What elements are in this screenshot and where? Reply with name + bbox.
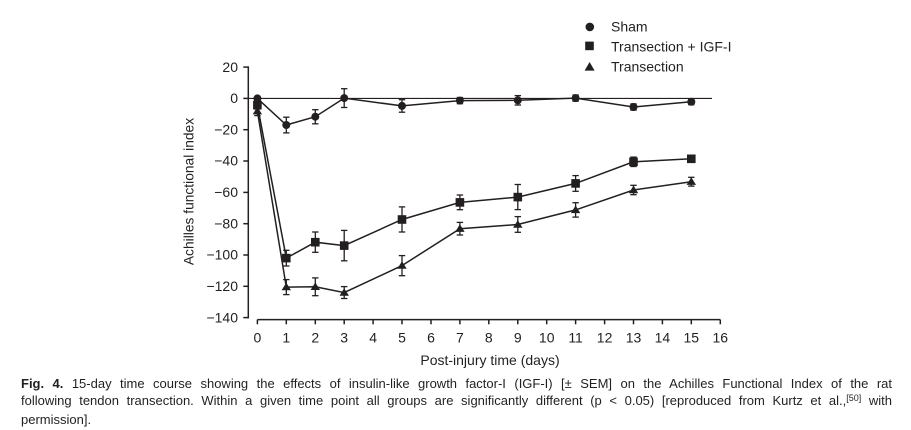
svg-text:−80: −80 [214,215,238,231]
svg-text:3: 3 [340,330,348,346]
svg-text:Post-injury time (days): Post-injury time (days) [420,352,559,368]
svg-text:9: 9 [514,330,522,346]
svg-text:1: 1 [282,330,290,346]
svg-text:0: 0 [230,90,238,106]
svg-text:−140: −140 [206,309,238,325]
svg-text:12: 12 [597,330,613,346]
svg-text:20: 20 [222,59,238,75]
svg-text:Transection: Transection [611,59,684,75]
svg-text:14: 14 [655,330,671,346]
svg-text:7: 7 [456,330,464,346]
svg-text:−100: −100 [206,247,238,263]
svg-text:−40: −40 [214,153,238,169]
svg-text:−60: −60 [214,184,238,200]
svg-text:11: 11 [568,330,583,346]
svg-text:15: 15 [684,330,700,346]
svg-text:2: 2 [311,330,319,346]
svg-text:5: 5 [398,330,406,346]
svg-text:8: 8 [485,330,493,346]
svg-text:Sham: Sham [611,19,648,35]
svg-text:6: 6 [427,330,435,346]
svg-text:−20: −20 [214,121,238,137]
svg-text:16: 16 [713,330,729,346]
svg-text:4: 4 [369,330,377,346]
svg-text:10: 10 [539,330,555,346]
svg-text:13: 13 [626,330,642,346]
svg-text:Achilles functional index: Achilles functional index [182,118,197,265]
svg-text:Transection + IGF-I: Transection + IGF-I [611,39,731,55]
svg-text:0: 0 [254,330,262,346]
svg-text:−120: −120 [206,278,238,294]
